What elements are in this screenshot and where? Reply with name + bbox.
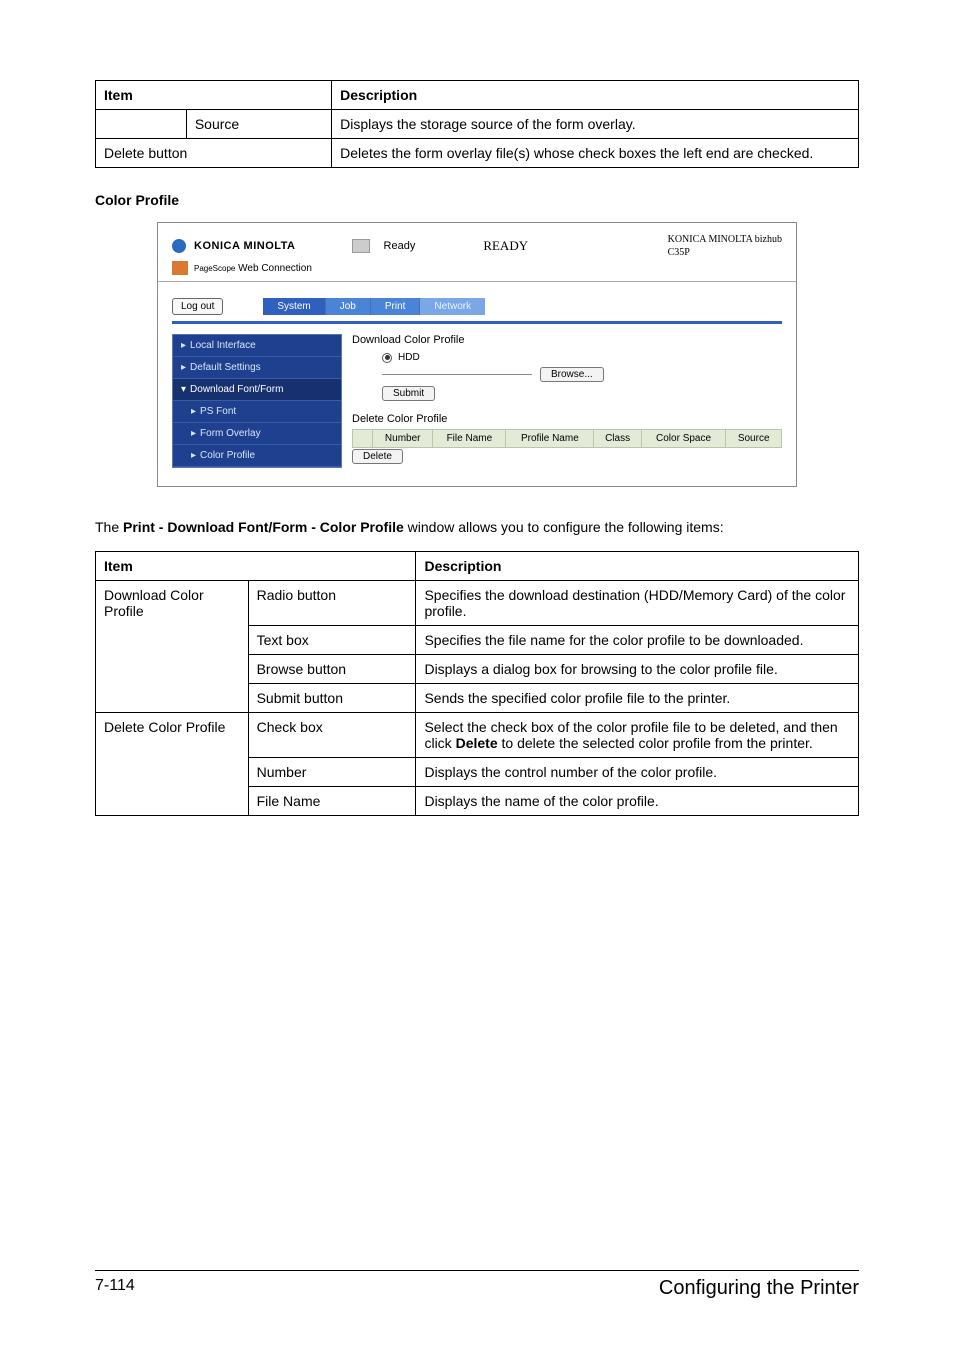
ready-big: READY — [483, 238, 528, 254]
delete-button[interactable]: Delete — [352, 449, 403, 464]
page: Item Description Source Displays the sto… — [0, 0, 954, 1350]
file-path-input[interactable] — [382, 374, 532, 375]
delete-color-profile-title: Delete Color Profile — [352, 413, 782, 425]
sidebar-label: PS Font — [200, 406, 236, 417]
caption-paragraph: The Print - Download Font/Form - Color P… — [95, 517, 859, 537]
grid-head-class: Class — [594, 430, 641, 448]
cell-textbox-desc: Specifies the file name for the color pr… — [416, 626, 859, 655]
cell-browse: Browse button — [248, 655, 416, 684]
pagescope-label: PageScope Web Connection — [194, 263, 312, 274]
cell-checkbox-desc: Select the check box of the color profil… — [416, 713, 859, 758]
pagescope-text: PageScope — [194, 264, 235, 273]
cell-number-desc: Displays the control number of the color… — [416, 758, 859, 787]
sidebar-item-ps-font[interactable]: ▸PS Font — [173, 401, 341, 423]
tab-system[interactable]: System — [263, 298, 325, 315]
cell-submit-desc: Sends the specified color profile file t… — [416, 684, 859, 713]
page-number: 7-114 — [95, 1277, 135, 1300]
cell-checkbox-desc-bold: Delete — [456, 735, 498, 751]
caption-prefix: The — [95, 519, 123, 535]
cell-submit: Submit button — [248, 684, 416, 713]
top-table-source-label: Source — [186, 110, 331, 139]
sidebar-label: Form Overlay — [200, 428, 261, 439]
cell-delete-color-profile: Delete Color Profile — [96, 713, 249, 816]
cell-browse-desc: Displays a dialog box for browsing to th… — [416, 655, 859, 684]
sidebar-item-download-font-form[interactable]: ▾Download Font/Form — [173, 379, 341, 401]
footer-title: Configuring the Printer — [659, 1277, 859, 1300]
submit-row: Submit — [382, 388, 782, 399]
screenshot-wrap: KONICA MINOLTA Ready READY KONICA MINOLT… — [95, 222, 859, 487]
top-table-blank — [96, 110, 187, 139]
sidebar-label: Default Settings — [190, 362, 261, 373]
browse-row: Browse... — [382, 367, 782, 382]
model-line2: C35P — [668, 247, 690, 258]
sidebar-item-form-overlay[interactable]: ▸Form Overlay — [173, 423, 341, 445]
grid-head-profilename: Profile Name — [506, 430, 594, 448]
cell-filename-desc: Displays the name of the color profile. — [416, 787, 859, 816]
tab-job[interactable]: Job — [326, 298, 371, 315]
sidebar-item-local-interface[interactable]: ▸Local Interface — [173, 335, 341, 357]
sidebar-label: Download Font/Form — [190, 384, 283, 395]
bottom-table-head-item: Item — [96, 552, 416, 581]
top-table-head-desc: Description — [332, 81, 859, 110]
ss-body: ▸Local Interface ▸Default Settings ▾Down… — [158, 334, 796, 486]
cell-textbox: Text box — [248, 626, 416, 655]
delete-button-row: Delete — [352, 451, 782, 462]
caption-bold: Print - Download Font/Form - Color Profi… — [123, 519, 404, 535]
cell-radio-desc: Specifies the download destination (HDD/… — [416, 581, 859, 626]
ss-header: KONICA MINOLTA Ready READY KONICA MINOLT… — [158, 223, 796, 261]
download-color-profile-title: Download Color Profile — [352, 334, 782, 346]
caption-suffix: window allows you to configure the follo… — [404, 519, 724, 535]
hdd-radio-row: HDD — [382, 352, 782, 363]
km-brand: KONICA MINOLTA — [194, 240, 296, 252]
grid-head-source: Source — [726, 430, 782, 448]
pagescope-icon — [172, 261, 188, 275]
sidebar: ▸Local Interface ▸Default Settings ▾Down… — [172, 334, 342, 468]
bottom-table: Item Description Download Color Profile … — [95, 551, 859, 816]
tabstrip: System Job Print Network — [263, 298, 485, 315]
hdd-label: HDD — [398, 352, 420, 363]
cell-radio-button: Radio button — [248, 581, 416, 626]
blue-band — [172, 321, 782, 324]
sidebar-label: Local Interface — [190, 340, 256, 351]
hdd-radio[interactable] — [382, 353, 392, 363]
model-label: KONICA MINOLTA bizhub C35P — [668, 233, 782, 259]
grid-head-colorspace: Color Space — [641, 430, 726, 448]
top-table-delete-desc: Deletes the form overlay file(s) whose c… — [332, 139, 859, 168]
delete-grid: Number File Name Profile Name Class Colo… — [352, 429, 782, 448]
section-heading-color-profile: Color Profile — [95, 192, 859, 208]
sidebar-item-color-profile[interactable]: ▸Color Profile — [173, 445, 341, 467]
top-table-delete-label: Delete button — [96, 139, 332, 168]
grid-head-filename: File Name — [433, 430, 506, 448]
ss-main: Download Color Profile HDD Browse... Sub… — [352, 334, 782, 468]
logout-button[interactable]: Log out — [172, 298, 223, 315]
tab-network[interactable]: Network — [420, 298, 485, 315]
printer-icon — [352, 239, 370, 253]
footer: 7-114 Configuring the Printer — [95, 1270, 859, 1300]
cell-checkbox: Check box — [248, 713, 416, 758]
top-table-head-item: Item — [96, 81, 332, 110]
km-logo-icon — [172, 239, 186, 253]
browse-button[interactable]: Browse... — [540, 367, 604, 382]
cell-download-color-profile: Download Color Profile — [96, 581, 249, 713]
top-table-source-desc: Displays the storage source of the form … — [332, 110, 859, 139]
cell-filename: File Name — [248, 787, 416, 816]
webconnection-text: Web Connection — [238, 263, 312, 274]
submit-button[interactable]: Submit — [382, 386, 435, 401]
bottom-table-head-desc: Description — [416, 552, 859, 581]
ready-small: Ready — [384, 240, 416, 252]
radio-dot-icon — [385, 355, 390, 360]
cell-checkbox-desc-b: to delete the selected color profile fro… — [498, 735, 813, 751]
ss-subheader: PageScope Web Connection — [158, 261, 796, 279]
screenshot: KONICA MINOLTA Ready READY KONICA MINOLT… — [157, 222, 797, 487]
grid-head-check — [353, 430, 373, 448]
model-line1: KONICA MINOLTA bizhub — [668, 234, 782, 245]
sidebar-label: Color Profile — [200, 450, 255, 461]
grid-head-number: Number — [373, 430, 433, 448]
sidebar-item-default-settings[interactable]: ▸Default Settings — [173, 357, 341, 379]
cell-number: Number — [248, 758, 416, 787]
tab-print[interactable]: Print — [371, 298, 421, 315]
tab-row: Log out System Job Print Network — [158, 282, 796, 321]
top-table: Item Description Source Displays the sto… — [95, 80, 859, 168]
